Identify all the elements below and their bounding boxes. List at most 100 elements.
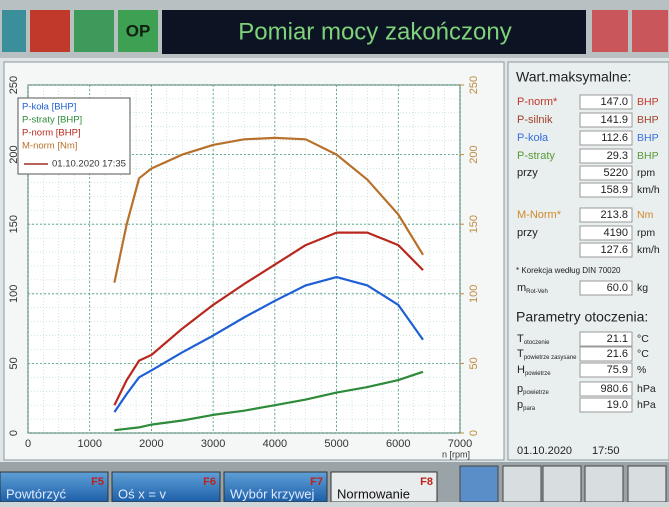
y-tick-label: 250 — [8, 76, 20, 94]
op-button[interactable] — [118, 10, 158, 52]
header-title: Pomiar mocy zakończony — [238, 18, 511, 45]
value-box — [579, 362, 633, 378]
f-key: F8 — [420, 476, 433, 488]
nav-button[interactable] — [542, 465, 582, 503]
time: 17:50 — [592, 445, 620, 457]
f-label: Oś x = v — [118, 486, 167, 501]
f-button[interactable] — [111, 471, 221, 503]
value-box — [579, 397, 633, 413]
tool-button[interactable] — [632, 10, 668, 52]
row-unit: hPa — [637, 383, 656, 395]
value-box — [579, 130, 633, 146]
row-label: P-silnik — [517, 114, 553, 126]
nav-button[interactable] — [627, 465, 667, 503]
y-tick-label: 200 — [8, 145, 20, 163]
row-value: 21.1 — [607, 333, 628, 345]
legend-entry: M-norm [Nm] — [22, 141, 77, 152]
nav-button[interactable] — [502, 465, 542, 503]
row-unit: rpm — [637, 227, 655, 239]
y2-tick-label: 0 — [468, 430, 480, 436]
value-box — [579, 112, 633, 128]
x-tick-label: 5000 — [324, 438, 348, 450]
tool-button[interactable] — [30, 10, 70, 52]
row-value: 213.8 — [600, 209, 628, 221]
f-key: F5 — [91, 476, 104, 488]
row-unit: BHP — [637, 150, 659, 162]
row-label-sub: otoczenie — [524, 340, 550, 346]
value-box — [579, 346, 633, 362]
row-unit: % — [637, 364, 646, 376]
y2-tick-label: 150 — [468, 215, 480, 233]
legend — [17, 97, 131, 175]
value-box — [579, 242, 633, 258]
panel-title: Wart.maksymalne: — [516, 69, 631, 85]
row-label: P-straty — [517, 150, 555, 162]
series-line — [113, 276, 424, 413]
nav-button[interactable] — [459, 465, 499, 503]
row-label: P-norm* — [517, 96, 558, 108]
row-unit: kg — [637, 282, 648, 294]
series-line — [113, 231, 424, 406]
f-key: F6 — [203, 476, 216, 488]
row-unit: BHP — [637, 96, 659, 108]
f-key: F7 — [310, 476, 323, 488]
value-box — [579, 207, 633, 223]
note: * Korekcja według DIN 70020 — [516, 266, 621, 275]
x-axis-label: n [rpm] — [442, 449, 470, 459]
value-box — [579, 280, 633, 296]
row-value: 147.0 — [600, 96, 628, 108]
value-box — [579, 148, 633, 164]
row-label-sub: para — [523, 406, 536, 412]
date: 01.10.2020 — [517, 445, 572, 457]
row-value: 5220 — [604, 167, 628, 179]
row-unit: BHP — [637, 132, 659, 144]
row-value: 141.9 — [600, 114, 628, 126]
row-value: 29.3 — [607, 150, 628, 162]
value-box — [579, 165, 633, 181]
x-tick-label: 7000 — [448, 438, 472, 450]
x-tick-label: 2000 — [139, 438, 163, 450]
legend-entry: P-norm [BHP] — [22, 128, 81, 139]
x-tick-label: 4000 — [263, 438, 287, 450]
series-line — [113, 136, 424, 283]
f-label: Wybór krzywej — [230, 486, 315, 501]
x-tick-label: 6000 — [386, 438, 410, 450]
row-value: 75.9 — [607, 364, 628, 376]
row-label-sub: powietrze — [523, 390, 549, 396]
row-value: 112.6 — [601, 132, 628, 144]
tool-button[interactable] — [2, 10, 26, 52]
y2-tick-label: 250 — [468, 76, 480, 94]
row-label-sub: powietrze — [525, 371, 551, 377]
y2-tick-label: 100 — [468, 285, 480, 303]
f-button[interactable] — [223, 471, 328, 503]
row-label-sub: Rot-Veh — [526, 289, 548, 295]
row-unit: Nm — [637, 209, 654, 221]
f-label: Normowanie — [337, 486, 410, 501]
f-button[interactable] — [0, 471, 109, 503]
value-box — [579, 331, 633, 347]
y2-tick-label: 200 — [468, 145, 480, 163]
value-box — [579, 94, 633, 110]
x-tick-label: 1000 — [77, 438, 101, 450]
row-value: 980.6 — [600, 383, 628, 395]
y-tick-label: 0 — [8, 430, 20, 436]
env-title: Parametry otoczenia: — [516, 309, 648, 325]
value-box — [579, 182, 633, 198]
legend-entry: P-straty [BHP] — [22, 115, 82, 126]
op-label: OP — [126, 21, 151, 40]
row-unit: °C — [637, 333, 649, 345]
row-unit: BHP — [637, 114, 659, 126]
tool-button[interactable] — [592, 10, 628, 52]
tool-button[interactable] — [74, 10, 114, 52]
x-tick-label: 3000 — [201, 438, 225, 450]
row-label-sub: powietrze zasysane — [524, 355, 577, 361]
nav-button[interactable] — [584, 465, 624, 503]
row-value: 21.6 — [607, 348, 628, 360]
row-label: P-koła — [517, 132, 549, 144]
y-tick-label: 50 — [8, 357, 20, 369]
row-label: przy — [517, 227, 538, 239]
